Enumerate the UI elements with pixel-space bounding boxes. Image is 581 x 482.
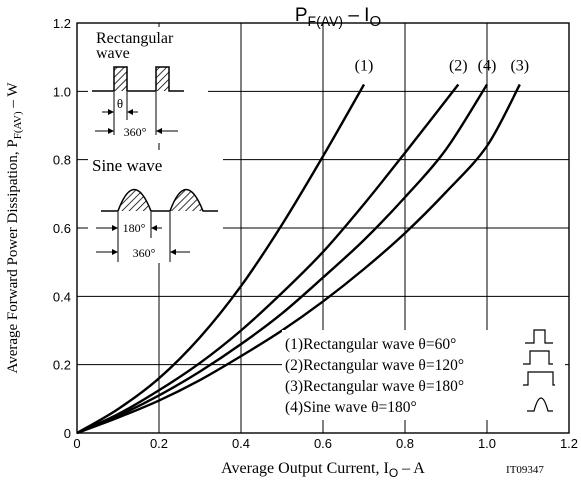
half-arrowhead-right: [151, 225, 157, 231]
sine-period-label: 360°: [133, 246, 156, 260]
series-line-1: [76, 83, 366, 435]
x-tick-label: 1.0: [478, 436, 496, 451]
rect-waveform: [92, 66, 184, 92]
legend-entry-2: (2)Rectangular wave θ=120°: [285, 357, 464, 374]
series-lines: [76, 83, 521, 435]
legend: (1)Rectangular wave θ=60° (2)Rectangular…: [282, 329, 565, 420]
theta-arrowhead-left: [108, 109, 114, 115]
y-tick-label: 0.4: [53, 289, 71, 304]
series-label-3: (4): [478, 58, 497, 75]
sine-period-arrowhead-left: [112, 249, 118, 255]
series-line-4: [76, 83, 521, 435]
y-tick-label: 0.8: [53, 153, 71, 168]
legend-icon-rect-60: [525, 329, 553, 344]
series-label-4: (3): [510, 58, 529, 75]
x-tick-label: 0: [73, 436, 80, 451]
legend-icon-sine-180: [527, 397, 553, 412]
sine-half-label: 180°: [123, 221, 146, 235]
rect-pulse-2: [156, 67, 169, 91]
y-tick-label: 1.2: [53, 16, 71, 31]
sine-period-arrowhead-right: [170, 249, 176, 255]
period-arrowhead-right: [156, 128, 162, 134]
x-tick-label: 0.8: [396, 436, 414, 451]
y-tick-label: 0: [64, 426, 71, 441]
sine-waveform: [101, 189, 218, 212]
inset-sine-title: Sine wave: [92, 156, 162, 175]
x-tick-label: 1.2: [560, 436, 578, 451]
legend-entry-4: (4)Sine wave θ=180°: [285, 399, 417, 416]
legend-entry-3: (3)Rectangular wave θ=180°: [285, 378, 464, 395]
series-label-2: (2): [449, 58, 468, 75]
x-tick-label: 0.6: [314, 436, 332, 451]
inset-rectangular-wave: Rectangular wave θ 360°: [88, 27, 208, 143]
inset-rect-title-2: wave: [96, 45, 130, 62]
y-tick-label: 1.0: [53, 84, 71, 99]
rect-period-label: 360°: [124, 125, 147, 139]
theta-label: θ: [117, 96, 123, 111]
x-tick-label: 0.2: [150, 436, 168, 451]
x-tick-labels: 0 0.2 0.4 0.6 0.8 1.0 1.2: [73, 436, 578, 451]
y-tick-label: 0.6: [53, 221, 71, 236]
series-label-1: (1): [355, 58, 374, 75]
series-line-2: [76, 83, 460, 435]
half-arrowhead-left: [112, 225, 118, 231]
x-tick-label: 0.4: [232, 436, 250, 451]
y-axis-label: Average Forward Power Dissipation, PF(AV…: [5, 82, 24, 374]
figure-code: IT09347: [506, 464, 544, 476]
rect-pulse-1: [114, 67, 127, 91]
inset-background: [88, 27, 208, 143]
plot-frame: [76, 22, 570, 434]
series-line-3: [76, 83, 489, 435]
inset-rect-title-1: Rectangular: [96, 30, 174, 47]
legend-entry-1: (1)Rectangular wave θ=60°: [285, 336, 456, 353]
legend-icon-rect-120: [523, 350, 553, 365]
inset-sine-wave: Sine wave 180° 360°: [88, 150, 223, 263]
legend-background: [282, 330, 565, 420]
theta-arrowhead-right: [127, 109, 133, 115]
period-arrowhead-left: [108, 128, 114, 134]
x-axis-label: Average Output Current, IO – A: [221, 460, 425, 480]
series-labels: (1) (2) (4) (3): [355, 58, 529, 75]
y-tick-label: 0.2: [53, 358, 71, 373]
y-tick-labels: 0 0.2 0.4 0.6 0.8 1.0 1.2: [53, 16, 71, 441]
chart-title: PF(AV) – IO: [295, 5, 381, 30]
legend-icon-rect-180: [523, 371, 555, 386]
